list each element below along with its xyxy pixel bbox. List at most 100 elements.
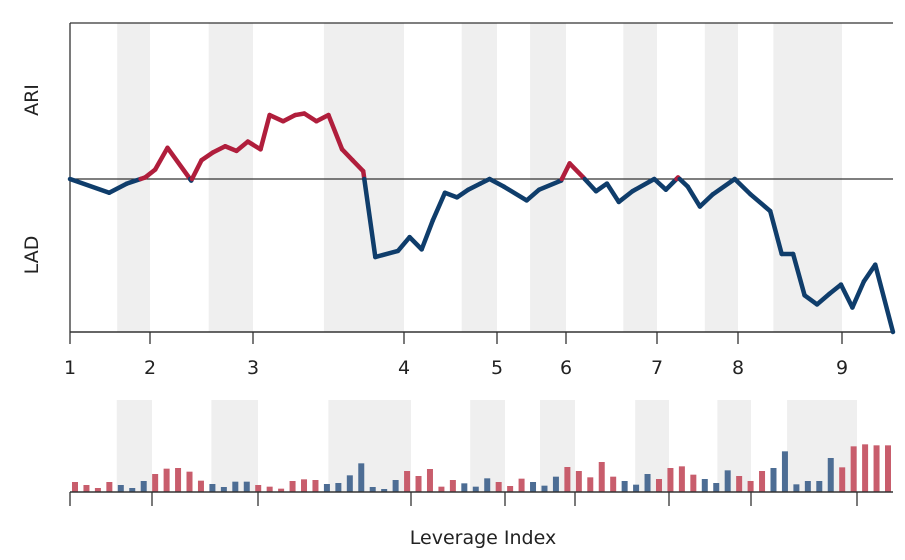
bar <box>587 477 594 492</box>
line-segment-lad <box>663 176 679 192</box>
bar <box>541 485 548 492</box>
bar <box>701 479 708 492</box>
bar <box>633 484 640 492</box>
bar <box>484 478 491 492</box>
bar <box>507 486 514 492</box>
bar <box>873 445 880 492</box>
line-segment-lad <box>838 282 855 310</box>
bar <box>816 481 823 492</box>
bar <box>472 486 479 492</box>
bar <box>312 480 319 492</box>
line-segment-lad <box>827 282 844 296</box>
line-segment-ari <box>210 143 228 155</box>
line-segment-lad <box>524 187 542 203</box>
line-segment-lad <box>616 188 635 205</box>
line-segment-lad <box>652 176 669 192</box>
bar <box>461 483 468 492</box>
bar <box>140 481 147 492</box>
bar <box>850 446 857 492</box>
line-segment-lad <box>430 190 448 223</box>
line-segment-lad <box>124 176 143 186</box>
bar <box>793 484 800 492</box>
line-segment-lad <box>465 181 483 192</box>
line-segment-lad <box>861 262 878 284</box>
line-segment-lad <box>362 176 378 260</box>
bar <box>564 467 571 492</box>
line-segment-ari <box>339 147 355 163</box>
bar <box>644 474 651 492</box>
bar <box>72 482 78 492</box>
line-segment-ari <box>350 158 366 174</box>
bar <box>335 483 342 492</box>
bar <box>301 479 308 492</box>
shaded-band <box>635 400 669 492</box>
line-segment-ari <box>567 161 586 180</box>
bar <box>106 482 113 492</box>
line-segment-ari <box>189 158 204 182</box>
bar <box>197 480 204 492</box>
line-segment-ari <box>559 161 572 182</box>
x-tick-label: 3 <box>247 357 259 379</box>
shaded-band <box>623 23 657 332</box>
bar <box>117 485 124 492</box>
line-segment-ari <box>314 112 331 124</box>
bar <box>94 488 101 492</box>
bar <box>667 468 674 492</box>
bar <box>621 481 628 492</box>
line-segment-lad <box>604 181 622 205</box>
line-segment-lad <box>106 181 130 196</box>
shaded-band <box>211 400 258 492</box>
line-segment-lad <box>582 176 599 194</box>
line-segment-ari <box>152 145 170 172</box>
top-axes <box>69 22 893 344</box>
bar <box>186 471 193 492</box>
bar <box>232 481 239 492</box>
top-shaded-bands <box>117 23 842 332</box>
shaded-band <box>116 400 152 492</box>
shaded-band <box>704 23 738 332</box>
x-tick-label: 1 <box>64 357 76 379</box>
x-tick-label: 4 <box>398 357 410 379</box>
line-segment-lad <box>407 234 424 252</box>
bar <box>209 484 216 492</box>
shaded-band <box>773 23 842 332</box>
line-segment-ari <box>326 112 345 152</box>
bar <box>690 474 697 492</box>
line-segment-lad <box>487 176 507 189</box>
line-segment-lad <box>373 248 401 260</box>
line-segment-ari <box>258 112 272 152</box>
line-segment-lad <box>501 184 529 203</box>
line-segment-lad <box>685 184 703 209</box>
line-segment-lad <box>767 208 784 257</box>
bar <box>747 481 754 492</box>
bar <box>655 479 662 492</box>
bar <box>552 476 559 492</box>
line-segment-lad <box>802 293 820 307</box>
line-segment-ari <box>302 111 319 124</box>
x-tick-label: 5 <box>491 357 503 379</box>
bar <box>495 482 502 492</box>
bar <box>827 458 834 492</box>
bar <box>163 468 170 492</box>
line-segment-lad <box>395 234 412 254</box>
shaded-band <box>787 400 857 492</box>
bar <box>781 451 788 492</box>
x-tick-label: 2 <box>144 357 156 379</box>
bar <box>736 476 743 492</box>
line-series <box>67 111 896 335</box>
bar <box>610 476 617 492</box>
y-label-ari: ARI <box>21 84 43 116</box>
line-segment-lad <box>710 176 738 197</box>
bar <box>404 471 411 492</box>
bar <box>266 486 273 492</box>
bar <box>438 486 445 492</box>
line-segment-lad <box>790 251 807 298</box>
bar <box>278 488 285 492</box>
x-tick-label: 7 <box>651 357 663 379</box>
bar <box>862 444 869 492</box>
bar <box>713 483 720 492</box>
bar <box>369 487 376 492</box>
bar <box>255 485 262 492</box>
line-segment-ari <box>267 112 286 124</box>
